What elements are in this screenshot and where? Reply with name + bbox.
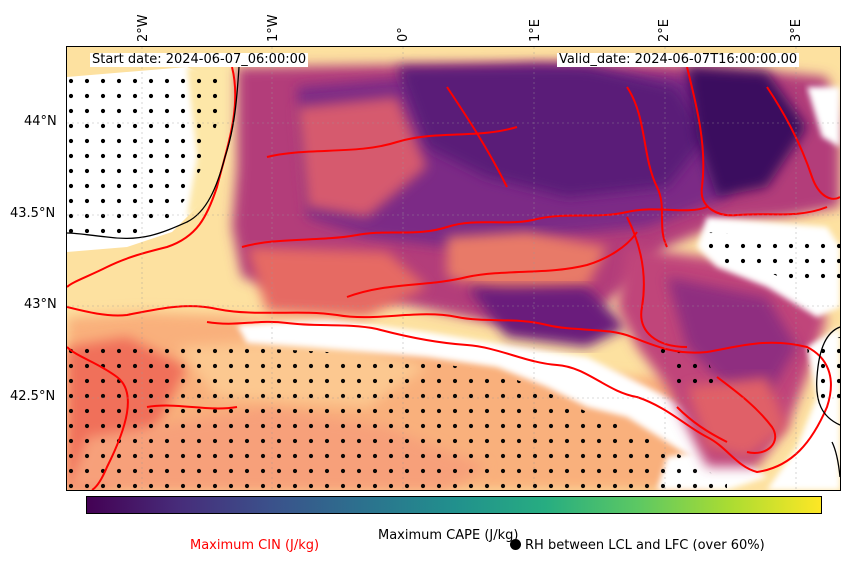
map-panel bbox=[66, 46, 841, 491]
valid-date-label: Valid_date: 2024-06-07T16:00:00.00 bbox=[557, 52, 800, 67]
lon-label-2e: 2°E bbox=[657, 19, 672, 42]
legend-cin-label: Maximum CIN (J/kg) bbox=[190, 538, 320, 553]
legend-rh-label: RH between LCL and LFC (over 60%) bbox=[525, 538, 765, 553]
lat-label-43n: 43°N bbox=[24, 297, 57, 312]
lon-label-1w: 1°W bbox=[266, 14, 281, 42]
rh-dots-east bbox=[697, 232, 840, 287]
rh-dots-southwest bbox=[67, 347, 727, 490]
legend-rh-dot-icon bbox=[510, 539, 521, 550]
colorbar-label: Maximum CAPE (J/kg) bbox=[378, 528, 519, 543]
start-date-label: Start date: 2024-06-07_06:00:00 bbox=[90, 52, 309, 67]
cape-colorbar bbox=[86, 496, 822, 514]
lon-label-3e: 3°E bbox=[789, 19, 804, 42]
lat-label-42-5n: 42.5°N bbox=[10, 389, 56, 404]
lon-label-2w: 2°W bbox=[136, 14, 151, 42]
legend-rh-item: RH between LCL and LFC (over 60%) bbox=[510, 538, 765, 553]
coastlines bbox=[67, 66, 840, 478]
lat-label-43-5n: 43.5°N bbox=[10, 206, 56, 221]
map-graphic bbox=[67, 47, 840, 490]
lat-label-44n: 44°N bbox=[24, 114, 57, 129]
lon-label-0: 0° bbox=[396, 27, 411, 42]
lon-label-1e: 1°E bbox=[528, 19, 543, 42]
gridlines bbox=[67, 47, 840, 490]
cin-contours bbox=[67, 66, 840, 490]
rh-dots-northwest bbox=[67, 77, 222, 242]
